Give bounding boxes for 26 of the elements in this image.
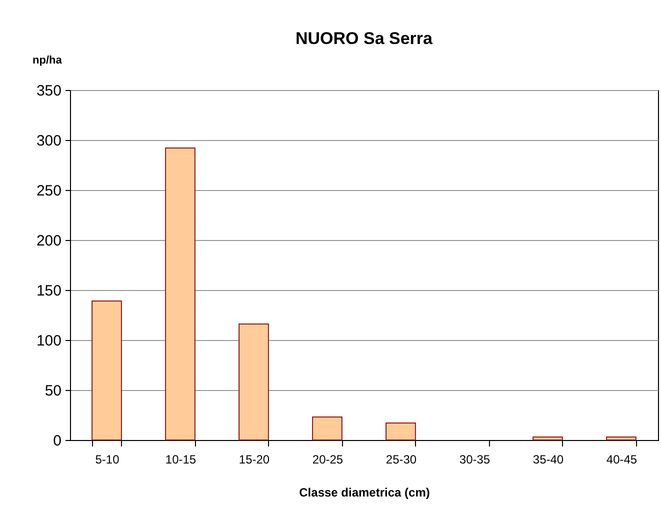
bar: [532, 436, 563, 440]
bar: [92, 300, 122, 440]
bar: [312, 416, 342, 440]
x-axis-title: Classe diametrica (cm): [299, 486, 430, 500]
y-tick-label: 100: [36, 332, 62, 350]
y-tick-label: 150: [36, 282, 62, 300]
x-tick-label: 25-30: [386, 452, 417, 466]
y-tick-label: 250: [36, 182, 62, 200]
x-tick-label: 10-15: [165, 452, 196, 466]
bar: [165, 148, 196, 440]
x-tick-label: 20-25: [312, 452, 344, 466]
y-axis-title: np/ha: [32, 54, 63, 66]
x-tick-label: 15-20: [238, 452, 270, 466]
y-tick-label: 200: [36, 232, 62, 250]
bar: [606, 436, 636, 440]
y-tick-label: 0: [53, 432, 62, 450]
x-tick-label: 35-40: [532, 452, 564, 466]
y-tick-label: 300: [36, 132, 62, 150]
x-tick-label: 40-45: [606, 452, 638, 466]
x-tick-label: 5-10: [95, 452, 120, 466]
y-tick-label: 50: [44, 382, 62, 400]
bar: [386, 422, 416, 440]
bar: [238, 324, 269, 440]
x-tick-label: 30-35: [459, 452, 490, 466]
chart-title: NUORO Sa Serra: [296, 29, 434, 48]
y-tick-label: 350: [36, 82, 62, 100]
